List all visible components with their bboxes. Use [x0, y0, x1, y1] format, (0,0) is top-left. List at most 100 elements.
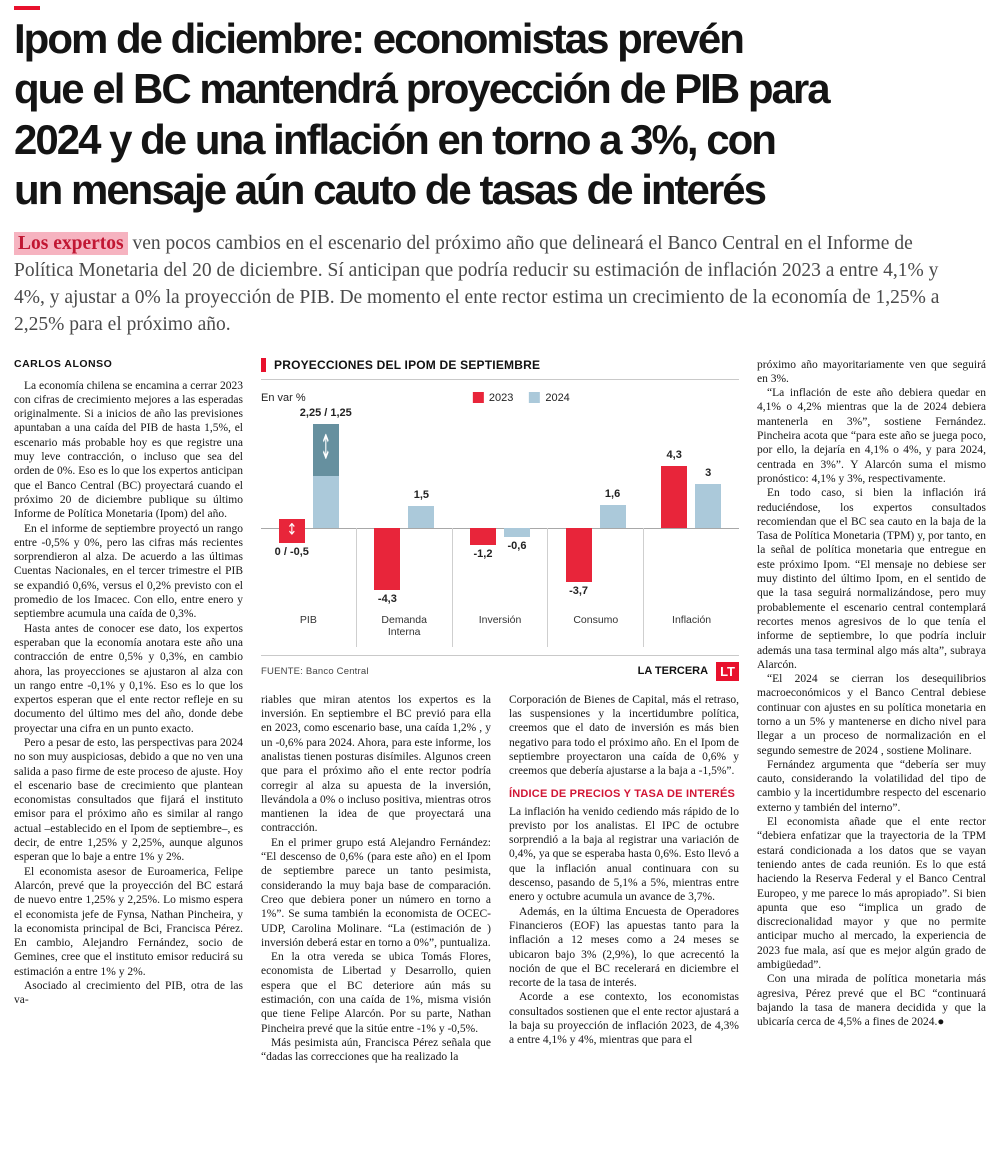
bar-2023-pib: ↕ — [278, 518, 305, 543]
column-4-text: próximo año mayoritariamente ven que seg… — [757, 358, 986, 1140]
bar-2024-demanda-interna — [408, 505, 435, 528]
chart-projections: PROYECCIONES DEL IPOM DE SEPTIEMBRE En v… — [261, 357, 739, 681]
paragraph: En la otra vereda se ubica Tomás Flores,… — [261, 951, 491, 1035]
bar-2024-inflación — [695, 483, 722, 528]
mid-columns: riables que miran atentos los expertos e… — [261, 693, 739, 1140]
headline-line-1: Ipom de diciembre: economistas prevén — [14, 15, 745, 62]
column-3: Corporación de Bienes de Capital, más el… — [509, 693, 739, 1140]
chart-unit-label: En var % — [261, 391, 306, 404]
paragraph: riables que miran atentos los expertos e… — [261, 693, 491, 835]
chart-zero-line — [261, 527, 739, 529]
range-arrow-icon: ↕ — [320, 430, 332, 470]
headline-line-2: que el BC mantendrá proyección de PIB pa… — [14, 65, 831, 113]
paragraph: En el primer grupo está Alejandro Fernán… — [261, 836, 491, 949]
chart-accent-bar — [261, 357, 266, 372]
chart-credit: LA TERCERA LT — [637, 661, 739, 681]
legend-swatch-2024 — [529, 392, 541, 404]
category-label-text: Consumo — [573, 613, 619, 626]
section-subhead: ÍNDICE DE PRECIOS Y TASA DE INTERÉS — [509, 787, 736, 800]
byline: CARLOS ALONSO — [14, 357, 113, 370]
column-1-text: La economía chilena se encamina a cerrar… — [14, 379, 243, 1008]
bar-value-label: -0,6 — [507, 539, 527, 552]
paragraph: Fernández argumenta que “debería ser muy… — [757, 758, 986, 814]
category-label-text: Inversión — [478, 613, 522, 626]
bar-2023-demanda-interna — [374, 527, 401, 590]
headline-line-4: un mensaje aún cauto de tasas de interés — [14, 166, 767, 214]
red-crop-mark — [14, 6, 40, 10]
legend-label: 2024 — [545, 391, 570, 404]
column-2-text: riables que miran atentos los expertos e… — [261, 693, 491, 1140]
bar-value-label: 1,5 — [413, 488, 430, 501]
legend-item-2023: 2023 — [472, 391, 514, 404]
article-body: CARLOS ALONSO La economía chilena se enc… — [14, 357, 986, 1140]
range-arrow-icon: ↕ — [286, 521, 298, 540]
bar-value-label: -1,2 — [473, 547, 493, 560]
paragraph: Corporación de Bienes de Capital, más el… — [509, 693, 739, 778]
chart-group-inflación: 4,3 3 — [643, 410, 739, 610]
category-label-demanda-interna: Demanda Interna — [357, 527, 453, 647]
paragraph: próximo año mayoritariamente ven que seg… — [757, 358, 986, 385]
chart-group-demanda-interna: -4,3 1,5 — [357, 410, 453, 610]
lt-logo: LT — [716, 661, 739, 681]
column-3-bottom-text: La inflación ha venido cediendo más rápi… — [509, 805, 739, 1048]
bar-2024-inversión — [503, 527, 530, 537]
chart-footer: FUENTE: Banco Central LA TERCERA LT — [261, 654, 739, 681]
paragraph: El economista asesor de Euroamerica, Fel… — [14, 865, 243, 978]
chart-source: FUENTE: Banco Central — [261, 665, 369, 677]
paragraph: La economía chilena se encamina a cerrar… — [14, 379, 243, 521]
bar-value-label: 4,3 — [666, 448, 682, 461]
category-label-inversión: Inversión — [453, 527, 549, 647]
lede-highlight: Los expertos — [14, 231, 128, 255]
paragraph: El economista añade que el ente rector “… — [757, 816, 986, 972]
bar-range-segment: ↕ — [312, 423, 339, 476]
paragraph: En el informe de septiembre proyectó un … — [14, 522, 243, 621]
bar-2023-inversión — [469, 527, 496, 545]
credit-name: LA TERCERA — [637, 665, 709, 678]
paragraph: “El 2024 se cierran los desequilibrios m… — [757, 673, 986, 757]
paragraph: Pero a pesar de esto, las perspectivas p… — [14, 736, 243, 864]
lede-text: ven pocos cambios en el escenario del pr… — [14, 232, 940, 335]
bar-value-label: 2,25 / 1,25 — [299, 406, 352, 419]
chart-plot: ↕ 0 / -0,5 ↕ 2,25 / 1,25 -4,3 1,5 -1,2 -0,6 -3,7… — [261, 407, 739, 610]
column-3-top-text: Corporación de Bienes de Capital, más el… — [509, 693, 739, 779]
chart-legend: 2023 2024 — [472, 391, 570, 404]
chart-header: PROYECCIONES DEL IPOM DE SEPTIEMBRE — [261, 357, 739, 380]
paragraph: Más pesimista aún, Francisca Pérez señal… — [261, 1036, 491, 1064]
bar-value-label: 3 — [705, 466, 712, 479]
paragraph: Hasta antes de conocer ese dato, los exp… — [14, 622, 243, 735]
bar-2024-pib: ↕ — [312, 423, 339, 528]
bar-2023-inflación — [661, 465, 688, 528]
bar-value-label: 1,6 — [604, 487, 621, 500]
paragraph: Asociado al crecimiento del PIB, otra de… — [14, 980, 243, 1007]
paragraph: La inflación ha venido cediendo más rápi… — [509, 805, 739, 904]
bar-value-label: -4,3 — [377, 592, 397, 605]
bar-value-label: -3,7 — [569, 584, 589, 597]
chart-plot-area: En var % 2023 2024 ↕ 0 / -0,5 ↕ 2,25 / 1,25-… — [261, 380, 739, 647]
category-label-pib: PIB — [261, 527, 357, 647]
bar-2023-consumo — [565, 527, 592, 582]
legend-swatch-2023 — [472, 392, 484, 404]
headline: Ipom de diciembre: economistas prevén qu… — [14, 14, 986, 216]
paragraph: Con una mirada de política monetaria más… — [757, 973, 986, 1029]
legend-item-2024: 2024 — [529, 391, 570, 404]
chart-category-labels: PIB Demanda Interna Inversión Consumo Inflac… — [261, 527, 739, 647]
paragraph: En todo caso, si bien la inflación irá r… — [757, 487, 986, 671]
bar-value-label: 0 / -0,5 — [274, 545, 309, 558]
category-label-text: Inflación — [672, 613, 712, 626]
paragraph: “La inflación de este año debiera quedar… — [757, 387, 986, 485]
category-label-text: Demanda Interna — [381, 613, 427, 639]
legend-label: 2023 — [488, 391, 514, 404]
chart-group-inversión: -1,2 -0,6 — [452, 410, 548, 610]
chart-group-pib: ↕ 0 / -0,5 ↕ 2,25 / 1,25 — [261, 407, 357, 610]
lede: Los expertos ven pocos cambios en el esc… — [14, 230, 974, 338]
category-label-inflación: Inflación — [644, 528, 739, 647]
category-label-consumo: Consumo — [548, 527, 645, 647]
paragraph: Acorde a ese contexto, los economistas c… — [509, 991, 739, 1047]
chart-title: PROYECCIONES DEL IPOM DE SEPTIEMBRE — [274, 357, 541, 372]
column-1: CARLOS ALONSO La economía chilena se enc… — [14, 358, 243, 1140]
category-label-text: PIB — [299, 613, 317, 626]
chart-group-consumo: -3,7 1,6 — [548, 410, 644, 610]
headline-line-3: 2024 y de una inflación en torno a 3%, c… — [14, 115, 777, 163]
center-region: PROYECCIONES DEL IPOM DE SEPTIEMBRE En v… — [261, 357, 739, 1140]
